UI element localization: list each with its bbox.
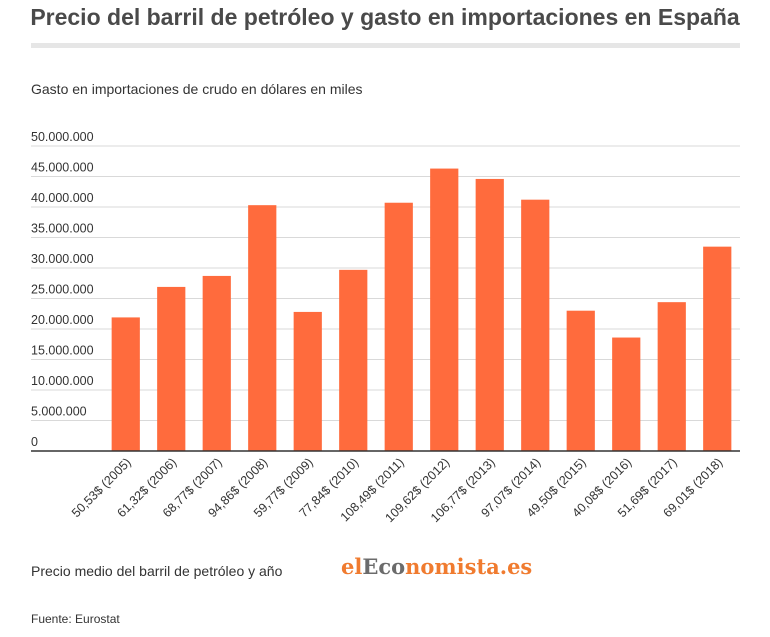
- chart-title: Precio del barril de petróleo y gasto en…: [30, 4, 740, 30]
- bar: [111, 317, 140, 451]
- y-tick-label: 40.000.000: [31, 191, 94, 205]
- chart-subtitle: Gasto en importaciones de crudo en dólar…: [31, 81, 363, 97]
- bar: [703, 246, 732, 451]
- bar: [157, 286, 186, 451]
- bar: [612, 337, 641, 451]
- y-tick-label: 50.000.000: [31, 130, 94, 144]
- bar: [248, 205, 277, 451]
- bar: [293, 311, 322, 451]
- bar: [566, 310, 595, 451]
- y-tick-label: 30.000.000: [31, 252, 94, 266]
- bar: [339, 269, 368, 451]
- y-tick-label: 45.000.000: [31, 161, 94, 175]
- x-axis-title: Precio medio del barril de petróleo y añ…: [31, 563, 283, 579]
- bars: [111, 168, 732, 451]
- brand-part-nomista: nomista.es: [405, 554, 533, 579]
- y-tick-label: 10.000.000: [31, 374, 94, 388]
- y-tick-label: 15.000.000: [31, 344, 94, 358]
- brand-part-eco: Eco: [362, 554, 406, 579]
- y-tick-label: 25.000.000: [31, 283, 94, 297]
- brand-part-el: el: [341, 554, 363, 579]
- y-tick-label: 0: [31, 435, 38, 449]
- y-tick-label: 5.000.000: [31, 405, 87, 419]
- title-divider: [31, 43, 740, 48]
- bar: [430, 168, 459, 451]
- y-tick-label: 20.000.000: [31, 313, 94, 327]
- y-axis-tick-labels: 0 5.000.000 10.000.000 15.000.000 20.000.000…: [31, 130, 94, 449]
- source-note: Fuente: Eurostat: [31, 612, 120, 626]
- brand-logo: elEconomista.es: [341, 554, 532, 579]
- bar: [521, 199, 550, 451]
- bar: [475, 178, 504, 451]
- x-axis-tick-labels: 50,53$ (2005)61,32$ (2006)68,77$ (2007)9…: [69, 455, 725, 525]
- bar: [202, 275, 231, 451]
- bar: [384, 202, 413, 451]
- bar: [657, 302, 686, 451]
- y-tick-label: 35.000.000: [31, 222, 94, 236]
